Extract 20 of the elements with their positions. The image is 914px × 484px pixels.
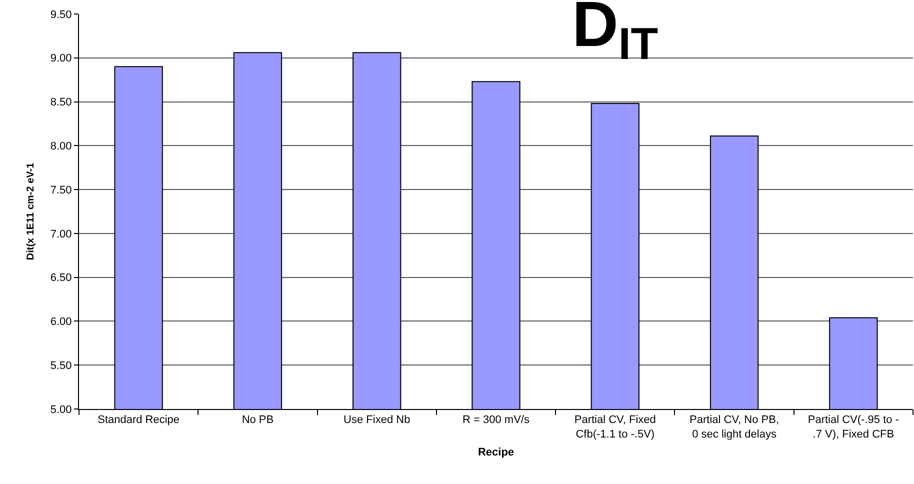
x-tick-label: Standard Recipe (98, 414, 180, 426)
y-tick-label: 7.50 (50, 184, 72, 196)
x-tick-label: No PB (242, 414, 274, 426)
x-tick-label: R = 300 mV/s (462, 414, 530, 426)
y-tick-label: 9.50 (50, 8, 72, 21)
x-axis-title: Recipe (478, 446, 514, 459)
y-tick-label: 7.00 (50, 228, 72, 240)
y-tick-label: 6.50 (50, 272, 72, 284)
y-tick-label: 8.00 (50, 140, 72, 153)
y-tick-label: 8.50 (50, 96, 72, 109)
y-tick-label: 5.00 (50, 404, 72, 416)
y-tick-label: 6.00 (50, 316, 72, 328)
x-tick-label: Partial CV(-.95 to - .7 V), Fixed CFB (808, 414, 900, 440)
y-axis-title: Dit(x 1E11 cm-2 eV-1 (25, 162, 36, 260)
x-tick-label: Partial CV, Fixed Cfb(-1.1 to -.5V) (574, 414, 656, 440)
y-tick-label: 9.00 (50, 52, 72, 65)
x-tick-label: Partial CV, No PB, 0 sec light delays (690, 414, 780, 440)
x-tick-label: Use Fixed Nb (344, 414, 410, 426)
chart-title: D$_{IT}$ (572, 0, 658, 70)
y-tick-label: 5.50 (50, 360, 72, 372)
